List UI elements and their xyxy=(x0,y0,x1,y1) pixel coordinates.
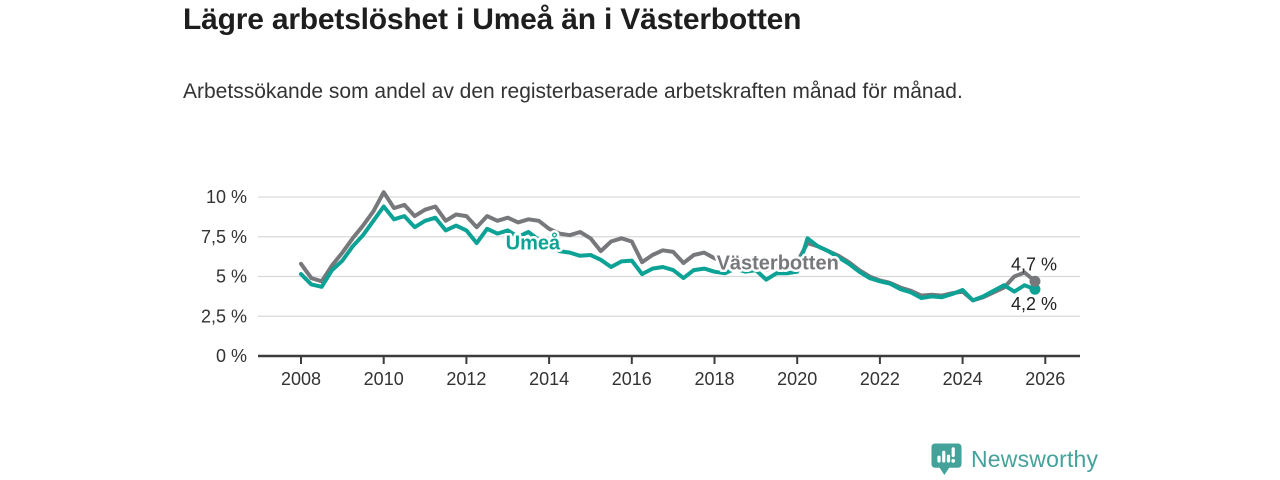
y-axis-tick-label: 10 % xyxy=(206,187,247,207)
x-axis-tick-label: 2012 xyxy=(446,369,486,389)
x-axis-tick-label: 2010 xyxy=(364,369,404,389)
y-axis-tick-label: 2,5 % xyxy=(201,306,247,326)
x-axis-tick-label: 2020 xyxy=(777,369,817,389)
y-axis-tick-label: 0 % xyxy=(216,346,247,366)
x-axis-tick-label: 2022 xyxy=(860,369,900,389)
series-end-dot-vasterbotten xyxy=(1029,275,1041,287)
newsworthy-brand-link[interactable]: Newsworthy xyxy=(931,443,1098,476)
y-axis-tick-label: 7,5 % xyxy=(201,227,247,247)
x-axis-tick-label: 2024 xyxy=(943,369,983,389)
series-end-value-vasterbotten: 4,7 % xyxy=(1011,254,1057,274)
brand-name: Newsworthy xyxy=(971,446,1099,472)
x-axis-tick-label: 2014 xyxy=(529,369,569,389)
series-end-dot-umea xyxy=(1029,283,1041,295)
series-line-vasterbotten xyxy=(299,190,1037,303)
x-axis-tick-label: 2008 xyxy=(281,369,321,389)
newsworthy-logo-icon xyxy=(931,443,962,475)
series-line-umea xyxy=(299,204,1037,303)
chart-header: Lägre arbetslöshet i Umeå än i Västerbot… xyxy=(183,2,1083,106)
x-axis-tick-label: 2018 xyxy=(694,369,734,389)
x-axis-tick-label: 2016 xyxy=(612,369,652,389)
series-end-value-umea: 4,2 % xyxy=(1011,294,1057,314)
chart-subtitle: Arbetssökande som andel av den registerb… xyxy=(183,80,963,103)
series-label-vasterbotten: Västerbotten xyxy=(717,252,839,274)
y-axis-tick-label: 5 % xyxy=(216,267,247,287)
chart-title: Lägre arbetslöshet i Umeå än i Västerbot… xyxy=(183,3,802,36)
x-axis-tick-label: 2026 xyxy=(1025,369,1065,389)
series-label-umea: Umeå xyxy=(506,231,561,254)
